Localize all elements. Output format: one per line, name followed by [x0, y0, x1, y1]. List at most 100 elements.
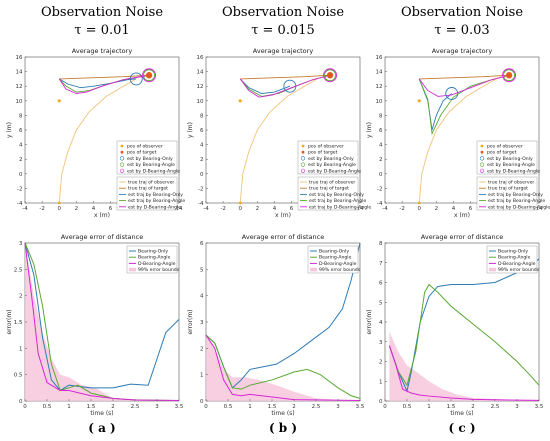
est-bearing-only-marker [445, 87, 459, 100]
error-bounds-area [25, 243, 179, 401]
y-tick-label: 0 [19, 399, 23, 405]
y-tick-label: 5 [379, 300, 383, 306]
est-bearing-only-marker [283, 79, 297, 93]
legend-symbol [479, 156, 485, 161]
y-tick-label: 0 [19, 172, 23, 178]
y-tick-label: -2 [377, 186, 382, 192]
x-axis-label: time (s) [271, 410, 294, 417]
x-axis-label: x (m) [94, 212, 110, 219]
x-tick-label: 1.5 [447, 404, 456, 410]
x-tick-label: -4 [382, 206, 388, 212]
legend-box [116, 140, 178, 175]
y-tick-label: 0 [200, 399, 204, 405]
legend-entry: est by D-Bearing-Angle [308, 168, 361, 174]
true-traj-observer [418, 78, 497, 204]
error-line-bearing-only [24, 242, 180, 392]
observer-start-marker [417, 201, 421, 205]
legend-entry: Bearing-Angle [138, 255, 171, 261]
y-tick-label: 1 [200, 373, 204, 379]
x-tick-label: -4 [203, 206, 209, 212]
target-marker [145, 72, 153, 79]
column-2: Observation Noise τ = 0.03 Average traject… [366, 5, 550, 435]
error-line-d-bearing-angle [24, 242, 180, 401]
legend-box [297, 176, 359, 211]
true-traj-target [419, 74, 510, 80]
legend-symbol [119, 156, 125, 161]
y-tick-label: 4 [379, 320, 383, 326]
error-bounds-area [206, 335, 360, 401]
legend-entry: est traj by D-Bearing-Angle [488, 204, 550, 210]
y-tick-label: 2 [379, 157, 383, 163]
column-0: Observation Noise τ = 0.01 Average traject… [6, 5, 185, 435]
x-tick-label: -2 [39, 206, 44, 212]
column-header: Observation Noise [41, 5, 163, 20]
legend-entry: Bearing-Angle [319, 255, 352, 261]
y-tick-label: 6 [200, 128, 204, 134]
x-tick-label: 0 [57, 206, 61, 212]
x-tick-label: 2 [471, 404, 475, 410]
legend-symbol [119, 162, 125, 167]
true-traj-target [240, 74, 331, 80]
error-bounds-area [389, 331, 539, 401]
est-d-bearing-angle-marker [323, 68, 338, 83]
est-traj-bearing-only [418, 78, 453, 131]
y-tick-label: 2 [200, 346, 204, 352]
error-title: Average error of distance [61, 233, 143, 241]
legend-entry: 99% error bounds [319, 267, 361, 273]
true-traj-target [59, 74, 150, 80]
y-tick-label: 10 [376, 99, 383, 105]
legend-entry: true traj of observer [128, 180, 174, 186]
tau-label: τ = 0.03 [434, 23, 489, 38]
legend-entry: est by D-Bearing-Angle [487, 168, 540, 174]
legend-entry: true traj of target [309, 186, 349, 192]
y-tick-label: 10 [197, 99, 204, 105]
y-tick-label: 3 [379, 340, 383, 346]
x-tick-label: 3.5 [175, 404, 184, 410]
y-tick-label: 14 [197, 70, 204, 76]
trajectory-title: Average trajectory [72, 47, 133, 55]
y-axis-label: y (m) [366, 122, 373, 138]
x-tick-label: 2 [292, 404, 296, 410]
legend-box [297, 140, 359, 175]
true-traj-observer [58, 78, 137, 204]
error-plot: Average error of distance 0 0.5 1 1.5 2 2.5 3 3.… [366, 233, 544, 417]
target-marker [326, 72, 334, 79]
y-axis-label: y (m) [6, 122, 13, 138]
legend-symbol [479, 162, 485, 167]
legend-entry: est by Bearing-Angle [127, 162, 175, 168]
subfigure-label: ( c ) [448, 421, 475, 435]
y-tick-label: 8 [19, 113, 23, 119]
legend-symbol [120, 144, 124, 148]
column-header: Observation Noise [401, 5, 523, 20]
legend-entry: est by Bearing-Only [487, 156, 533, 162]
y-tick-label: 12 [16, 84, 23, 90]
error-line-d-bearing-angle [205, 334, 361, 401]
legend-entry: pos of target [308, 150, 338, 156]
legend-entry: pos of observer [308, 144, 344, 150]
legend-entry: est by Bearing-Only [308, 156, 354, 162]
x-tick-label: 6 [469, 206, 473, 212]
y-tick-label: 2 [379, 360, 383, 366]
error-legend: Bearing-OnlyBearing-AngleD-Bearing-Angle… [307, 245, 361, 274]
x-tick-label: -2 [220, 206, 225, 212]
legend-entry: true traj of target [488, 186, 528, 192]
legend-box [476, 140, 538, 175]
error-title: Average error of distance [242, 233, 324, 241]
est-traj-d-bearing-angle [418, 74, 510, 97]
legend-entry: Bearing-Only [319, 249, 349, 255]
column-header: Observation Noise [222, 5, 344, 20]
y-tick-label: -2 [17, 186, 22, 192]
est-bearing-angle-marker [503, 69, 516, 82]
legend-box [476, 176, 538, 211]
observer-start-marker [238, 201, 242, 205]
error-legend: Bearing-OnlyBearing-AngleD-Bearing-Angle… [126, 245, 180, 274]
y-tick-label: 8 [379, 241, 383, 247]
legend-entry: est traj by Bearing-Angle [309, 198, 366, 204]
y-axis-label: error(m) [366, 309, 373, 334]
x-tick-label: 2 [435, 206, 439, 212]
y-tick-label: 16 [16, 55, 23, 61]
legend-entry: est by D-Bearing-Angle [127, 168, 180, 174]
